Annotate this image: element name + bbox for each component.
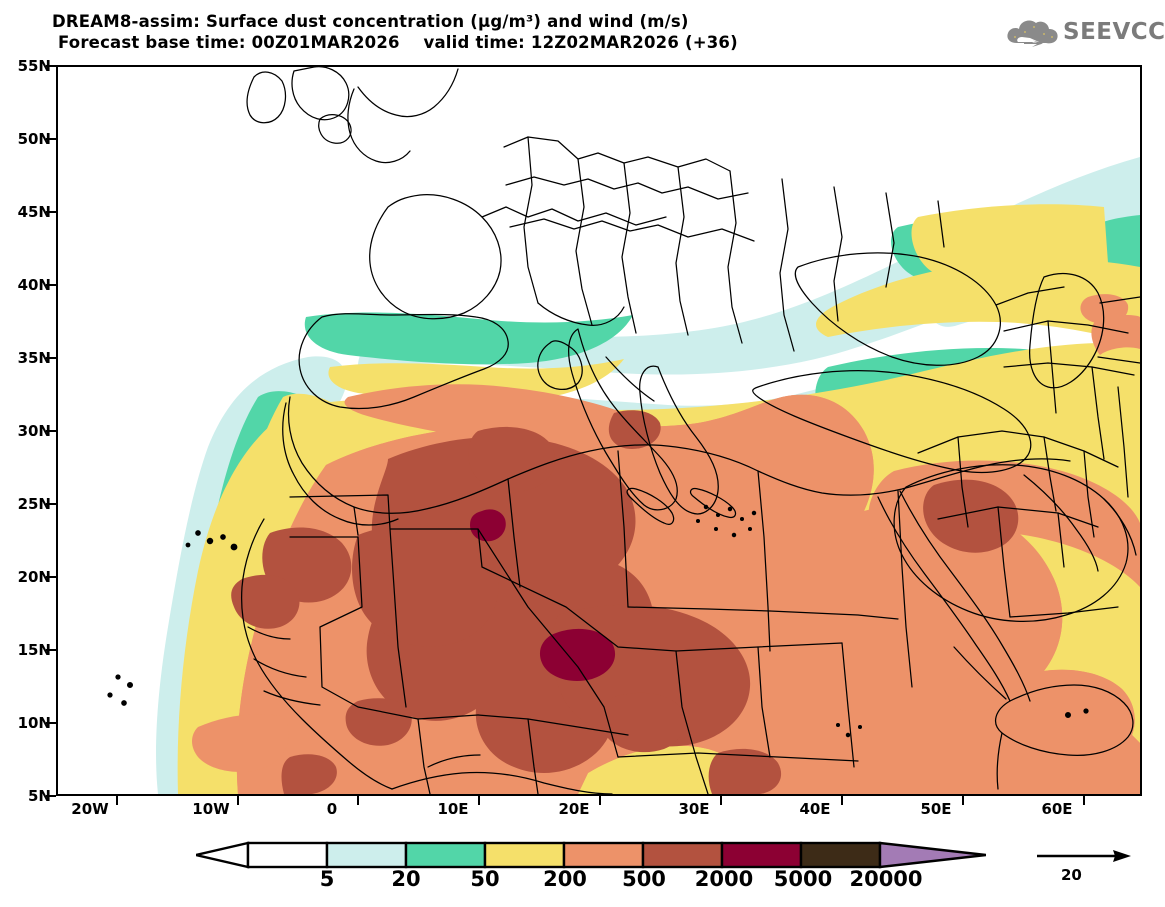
y-tick-label: 50N [17, 130, 51, 148]
x-tick-label: 20E [558, 800, 590, 818]
title-line-variable: DREAM8-assim: Surface dust concentration… [52, 12, 689, 31]
reference-arrow-icon [1037, 850, 1131, 862]
x-tick-label: 10E [437, 800, 469, 818]
y-tick-label: 55N [17, 57, 51, 75]
y-tick-label: 40N [17, 276, 51, 294]
colorbar-tick-label: 5000 [773, 867, 833, 891]
cloud-wind-icon [1007, 20, 1058, 47]
geography-lines [107, 67, 1140, 794]
x-tick-label: 10W [192, 800, 230, 818]
colorbar-tick-label: 200 [543, 867, 587, 891]
x-tick-label: 60E [1041, 800, 1073, 818]
colorbar[interactable]: 5 20 50 200 500 2000 5000 20000 [195, 840, 987, 902]
y-tick-label: 15N [17, 641, 51, 659]
colorbar-tick-label: 5 [319, 867, 335, 891]
colorbar-extend-high [878, 841, 987, 869]
y-tick-label: 10N [17, 714, 51, 732]
x-tick-label: 0 [326, 800, 338, 818]
x-tick-label: 20W [71, 800, 109, 818]
y-tick-label: 5N [28, 787, 51, 805]
wind-reference-vector: 20 [1035, 848, 1147, 894]
title-line-times: Forecast base time: 00Z01MAR2026 valid t… [58, 33, 738, 52]
colorbar-tick-label: 2000 [694, 867, 754, 891]
colorbar-swatches [195, 841, 987, 869]
dust-concentration-map[interactable] [58, 67, 1140, 794]
colorbar-tick-label: 50 [470, 867, 500, 891]
x-tick-label: 50E [920, 800, 952, 818]
x-tick-label: 30E [678, 800, 710, 818]
y-tick-label: 35N [17, 349, 51, 367]
logo-text: SEEVCCC [1063, 19, 1165, 45]
dust-contour-2000 [470, 509, 616, 682]
x-tick-label: 40E [799, 800, 831, 818]
colorbar-tick-label: 500 [622, 867, 666, 891]
seevccc-logo: SEEVCCC [1003, 15, 1165, 55]
colorbar-tick-label: 20000 [849, 867, 923, 891]
y-tick-label: 25N [17, 495, 51, 513]
y-tick-label: 20N [17, 568, 51, 586]
y-tick-label: 45N [17, 203, 51, 221]
map-frame[interactable] [56, 65, 1142, 796]
colorbar-extend-low [195, 841, 250, 869]
y-tick-label: 30N [17, 422, 51, 440]
page-title: DREAM8-assim: Surface dust concentration… [52, 11, 952, 53]
colorbar-tick-label: 20 [391, 867, 421, 891]
wind-reference-label: 20 [1061, 866, 1082, 884]
